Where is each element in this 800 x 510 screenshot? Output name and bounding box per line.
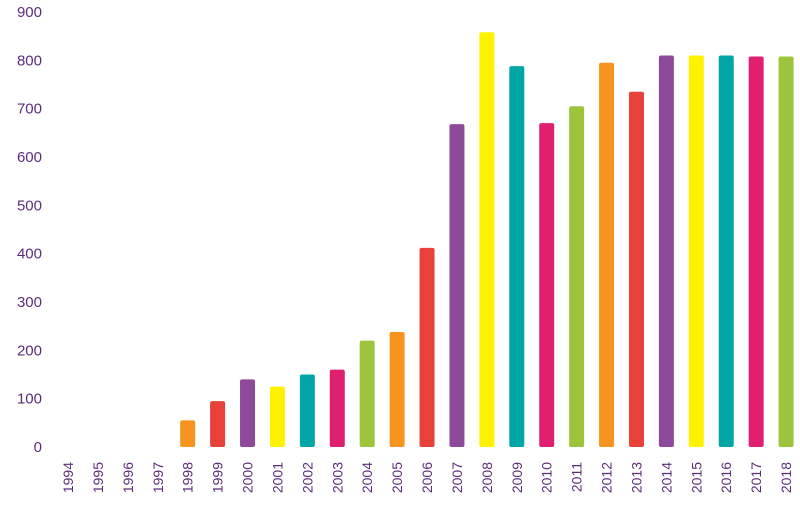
bar-2000 [240, 379, 256, 447]
bar-2001 [269, 386, 285, 447]
y-tick-label: 0 [34, 439, 42, 456]
bar-2011 [569, 106, 585, 447]
x-tick-label: 2009 [509, 462, 525, 493]
x-tick-label: 1996 [120, 462, 136, 493]
x-tick-label: 1995 [90, 462, 106, 493]
bar-2016 [718, 55, 734, 447]
x-tick-label: 2017 [748, 462, 764, 493]
x-tick-label: 2018 [778, 462, 794, 493]
bar-2002 [299, 374, 315, 447]
bar-2017 [748, 56, 764, 447]
x-tick-label: 2001 [269, 462, 285, 493]
bar-2005 [389, 331, 405, 447]
x-tick-label: 2000 [240, 462, 256, 493]
bar-2009 [509, 66, 525, 447]
y-tick-label: 300 [17, 294, 42, 311]
x-tick-label: 1997 [150, 462, 166, 493]
x-tick-label: 2005 [389, 462, 405, 493]
x-tick-label: 2012 [599, 462, 615, 493]
x-tick-label: 1998 [180, 462, 196, 493]
x-tick-label: 2002 [299, 462, 315, 493]
x-tick-label: 2006 [419, 462, 435, 493]
bar-2014 [658, 55, 674, 447]
y-tick-label: 800 [17, 52, 42, 69]
y-tick-label: 700 [17, 101, 42, 118]
x-axis-ticks: 1994 1995 1996 1997 1998 1999 2000 2001 2002 2003… [60, 462, 794, 493]
x-tick-label: 2016 [718, 462, 734, 493]
bar-2008 [479, 32, 495, 448]
bar-1998 [180, 420, 196, 447]
y-tick-label: 400 [17, 246, 42, 263]
x-tick-label: 2007 [449, 462, 465, 493]
bar-2003 [329, 369, 345, 447]
x-tick-label: 1994 [60, 462, 76, 493]
x-tick-label: 2003 [329, 462, 345, 493]
x-tick-label: 2015 [688, 462, 704, 493]
bar-1999 [210, 401, 226, 447]
bar-2015 [688, 55, 704, 447]
y-tick-label: 600 [17, 149, 42, 166]
x-tick-label: 2011 [569, 462, 585, 492]
bar-2006 [419, 247, 435, 447]
x-tick-label: 2008 [479, 462, 495, 493]
bar-2004 [359, 340, 375, 447]
y-tick-label: 500 [17, 197, 42, 214]
bars [180, 32, 794, 448]
x-tick-label: 2014 [658, 462, 674, 493]
y-tick-label: 900 [17, 4, 42, 21]
bar-2018 [778, 56, 794, 447]
x-tick-label: 2013 [628, 462, 644, 493]
x-tick-label: 1999 [210, 462, 226, 493]
bar-2013 [628, 91, 644, 447]
y-tick-label: 100 [17, 391, 42, 408]
bar-2010 [539, 123, 555, 448]
bar-2007 [449, 124, 465, 447]
bar-2012 [599, 62, 615, 447]
x-tick-label: 2010 [539, 462, 555, 493]
x-tick-label: 2004 [359, 462, 375, 493]
y-tick-label: 200 [17, 342, 42, 359]
y-axis-ticks: 0 100 200 300 400 500 600 700 800 900 [17, 4, 42, 456]
